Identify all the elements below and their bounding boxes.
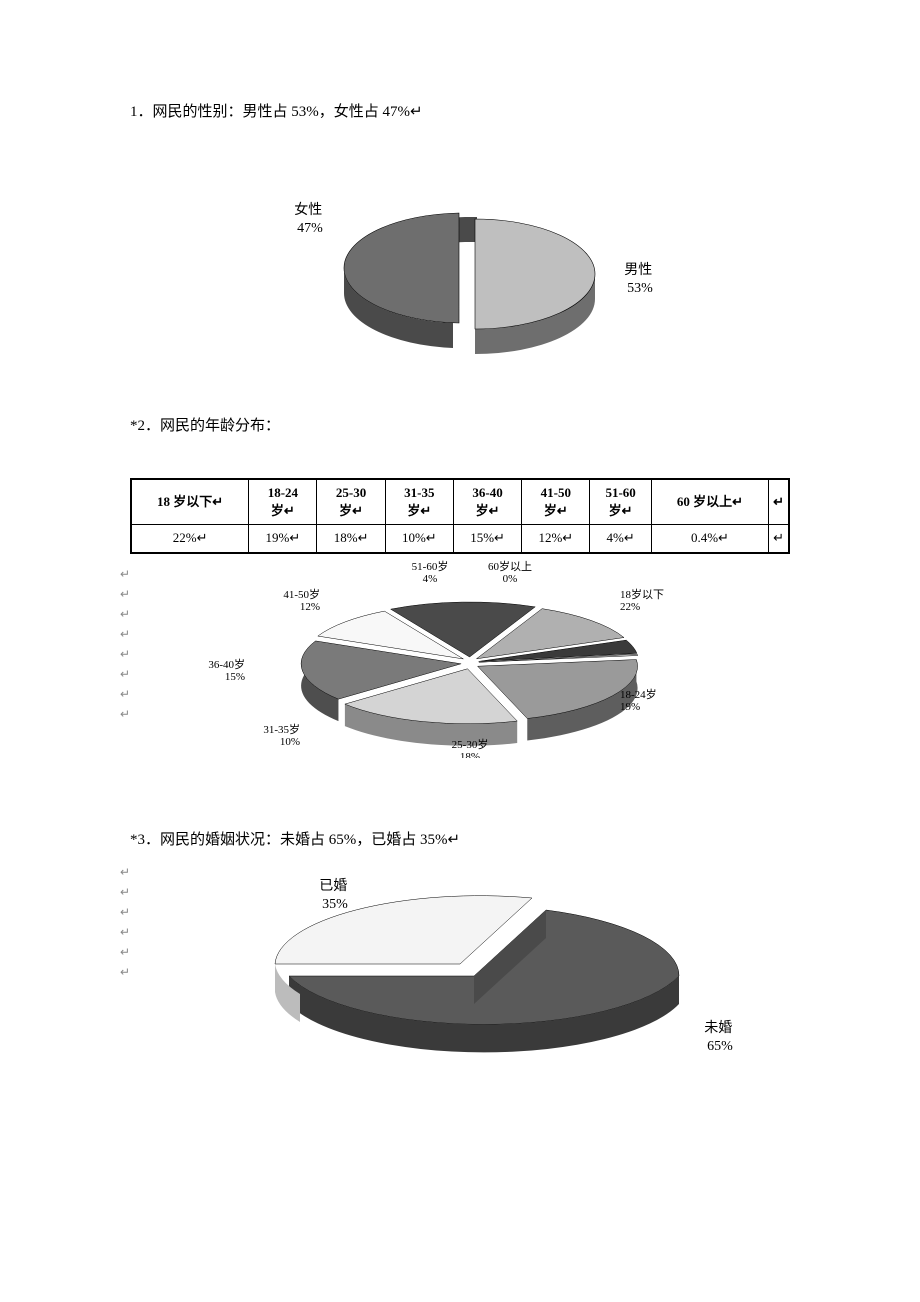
td: 4%↵ — [590, 525, 651, 552]
para-marks-3: ↵↵↵↵↵↵ — [120, 862, 130, 982]
section3-title: *3．网民的婚姻状况：未婚占 65%，已婚占 35%↵ — [130, 828, 790, 852]
th: 41-50岁↵ — [522, 480, 590, 525]
age-slice-label: 31-35岁10% — [263, 722, 300, 748]
slice-married-top — [275, 895, 532, 963]
td: 22%↵ — [132, 525, 249, 552]
section2-chart: 18岁以下22% 18-24岁19% 25-30岁18% 31-35岁10% 36-40… — [150, 558, 770, 758]
section2-title: *2．网民的年龄分布： — [130, 414, 790, 438]
section1-title: 1．网民的性别：男性占 53%，女性占 47%↵ — [130, 100, 790, 124]
th: 36-40岁↵ — [453, 480, 521, 525]
table-row: 22%↵ 19%↵ 18%↵ 10%↵ 15%↵ 12%↵ 4%↵ 0.4%↵ … — [132, 525, 789, 552]
para-marks-2: ↵↵↵↵↵↵↵↵ — [120, 564, 130, 724]
td: 15%↵ — [453, 525, 521, 552]
age-table: 18 岁以下↵ 18-24岁↵ 25-30岁↵ 31-35岁↵ 36-40岁↵ … — [130, 478, 790, 554]
section2-block: 18 岁以下↵ 18-24岁↵ 25-30岁↵ 31-35岁↵ 36-40岁↵ … — [130, 478, 790, 758]
th: 18-24岁↵ — [249, 480, 317, 525]
td: 10%↵ — [385, 525, 453, 552]
table-header-row: 18 岁以下↵ 18-24岁↵ 25-30岁↵ 31-35岁↵ 36-40岁↵ … — [132, 480, 789, 525]
label-married: 已婚 35% — [319, 878, 351, 912]
age-slice-label: 18-24岁19% — [620, 687, 657, 713]
td: 12%↵ — [522, 525, 590, 552]
th: 25-30岁↵ — [317, 480, 385, 525]
age-slice-label: 18岁以下22% — [620, 587, 664, 613]
age-slice-label: 41-50岁12% — [283, 587, 320, 613]
td: 18%↵ — [317, 525, 385, 552]
th: 51-60岁↵ — [590, 480, 651, 525]
age-slice-label: 51-60岁4% — [412, 559, 449, 585]
th: 60 岁以上↵ — [651, 480, 768, 525]
label-unmarried: 未婚 65% — [704, 1020, 736, 1054]
label-male: 男性 53% — [624, 262, 656, 296]
section1-chart: 女性 47% 男性 53% — [130, 164, 790, 354]
label-female: 女性 47% — [294, 201, 326, 236]
age-slice-label: 36-40岁15% — [208, 657, 245, 683]
td: 19%↵ — [249, 525, 317, 552]
age-slice-label: 60岁以上0% — [488, 559, 532, 585]
th: 18 岁以下↵ — [132, 480, 249, 525]
section3-chart: ↵↵↵↵↵↵ 已婚 35% — [130, 862, 790, 1072]
th: 31-35岁↵ — [385, 480, 453, 525]
td: 0.4%↵ — [651, 525, 768, 552]
age-slice-label: 25-30岁18% — [452, 737, 489, 758]
